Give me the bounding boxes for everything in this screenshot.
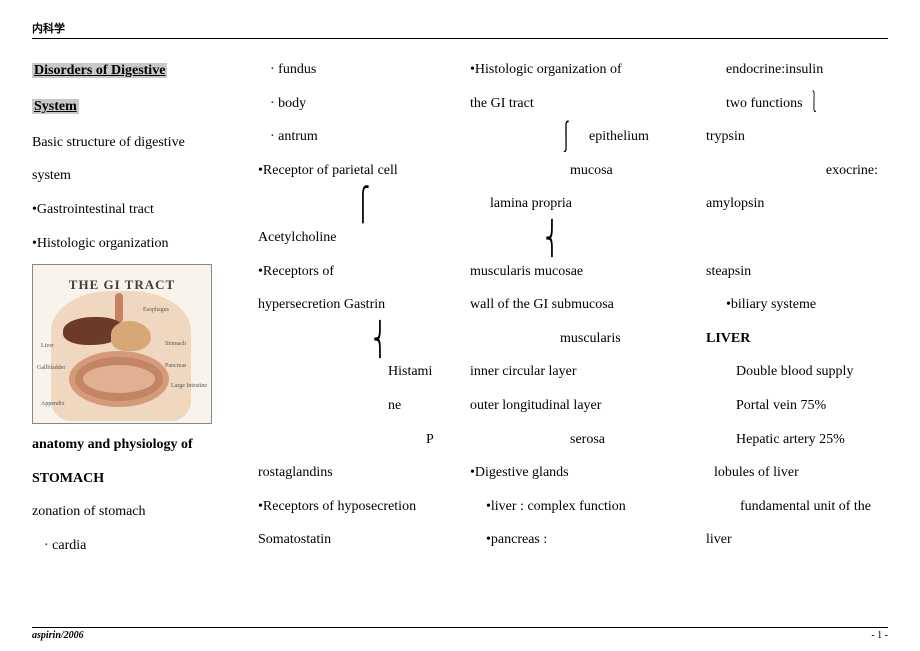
c2-l5: Acetylcholine bbox=[258, 221, 468, 255]
c3-l13: •liver : complex function bbox=[470, 490, 704, 524]
c2-l2: · body bbox=[258, 87, 468, 121]
c2-l4: •Receptor of parietal cell bbox=[258, 154, 468, 188]
footer-page: - 1 - bbox=[871, 630, 888, 641]
c2-l8c: P bbox=[258, 423, 468, 457]
c3-l2: the GI tract bbox=[470, 87, 704, 121]
c2-l7: hypersecretion Gastrin bbox=[258, 288, 468, 322]
header-label: 内科学 bbox=[32, 20, 888, 36]
c4-l13: fundamental unit of the bbox=[706, 490, 888, 524]
c2-l11: Somatostatin bbox=[258, 523, 468, 557]
c1-l2: system bbox=[32, 159, 256, 193]
title-line2: System bbox=[32, 99, 79, 114]
c1-l5: anatomy and physiology of bbox=[32, 428, 256, 462]
footer-author: aspirin/2006 bbox=[32, 630, 84, 641]
c2-brace2: ⎨ bbox=[258, 322, 468, 356]
c2-l9: rostaglandins bbox=[258, 456, 468, 490]
column-3: •Histologic organization of the GI tract… bbox=[470, 53, 704, 563]
c4-l7: •biliary systeme bbox=[706, 288, 888, 322]
figure-label: Liver bbox=[41, 339, 54, 353]
c2-l6: •Receptors of bbox=[258, 255, 468, 289]
c4-l3: trypsin bbox=[706, 120, 888, 154]
c3-l12: •Digestive glands bbox=[470, 456, 704, 490]
c1-l1: Basic structure of digestive bbox=[32, 126, 256, 160]
c3-l6: muscularis mucosae bbox=[470, 255, 704, 289]
figure-label: Gallbladder bbox=[37, 361, 65, 375]
column-4: endocrine:insulin two functions⎱ trypsin… bbox=[706, 53, 888, 563]
figure-label: Stomach bbox=[165, 337, 186, 351]
c1-l7: zonation of stomach bbox=[32, 495, 256, 529]
c1-l6: STOMACH bbox=[32, 462, 256, 496]
c3-brace1: ⎨ bbox=[470, 221, 704, 255]
c4-l4: exocrine: bbox=[706, 154, 888, 188]
c4-l12: lobules of liver bbox=[706, 456, 888, 490]
c3-l4: mucosa bbox=[470, 154, 704, 188]
c4-l1: endocrine:insulin bbox=[706, 53, 888, 87]
c4-l14: liver bbox=[706, 523, 888, 557]
c3-l9: inner circular layer bbox=[470, 355, 704, 389]
figure-esophagus bbox=[115, 293, 123, 323]
page-footer: aspirin/2006 - 1 - bbox=[32, 627, 888, 641]
c3-l7: wall of the GI submucosa bbox=[470, 288, 704, 322]
c3-l1: •Histologic organization of bbox=[470, 53, 704, 87]
figure-stomach bbox=[111, 321, 151, 351]
column-1: Disorders of Digestive System Basic stru… bbox=[32, 53, 256, 563]
figure-intestine bbox=[69, 351, 169, 407]
c2-brace1: ⎧ bbox=[258, 187, 468, 221]
c4-spacer bbox=[706, 221, 888, 255]
c1-l3: •Gastrointestinal tract bbox=[32, 193, 256, 227]
c3-l10: outer longitudinal layer bbox=[470, 389, 704, 423]
header-rule bbox=[32, 38, 888, 39]
column-2: · fundus · body · antrum •Receptor of pa… bbox=[258, 53, 468, 563]
c3-l5: lamina propria bbox=[470, 187, 704, 221]
figure-label: Appendix bbox=[41, 397, 65, 411]
c1-l8: · cardia bbox=[32, 529, 256, 563]
c4-l10: Portal vein 75% bbox=[706, 389, 888, 423]
c4-l5: amylopsin bbox=[706, 187, 888, 221]
c4-l2: two functions⎱ bbox=[706, 87, 888, 121]
c3-l3: ⎰ epithelium bbox=[470, 120, 704, 154]
figure-label: Esophagus bbox=[143, 303, 169, 317]
gi-tract-figure: THE GI TRACT Esophagus Stomach Pancreas … bbox=[32, 264, 212, 424]
figure-label: Pancreas bbox=[165, 359, 186, 373]
c2-l3: · antrum bbox=[258, 120, 468, 154]
c2-l8b: ne bbox=[258, 389, 468, 423]
title-line1: Disorders of Digestive bbox=[32, 63, 167, 78]
c4-l9: Double blood supply bbox=[706, 355, 888, 389]
c3-l11: serosa bbox=[470, 423, 704, 457]
figure-label: Large Intestine bbox=[171, 379, 207, 393]
c2-l1: · fundus bbox=[258, 53, 468, 87]
c3-l8: muscularis bbox=[470, 322, 704, 356]
c4-l6: steapsin bbox=[706, 255, 888, 289]
c4-l11: Hepatic artery 25% bbox=[706, 423, 888, 457]
content-columns: Disorders of Digestive System Basic stru… bbox=[32, 53, 888, 563]
c4-l8: LIVER bbox=[706, 322, 888, 356]
c3-l14: •pancreas : bbox=[470, 523, 704, 557]
c1-l4: •Histologic organization bbox=[32, 227, 256, 261]
doc-title: Disorders of Digestive System bbox=[32, 53, 256, 126]
c2-l10: •Receptors of hyposecretion bbox=[258, 490, 468, 524]
c2-l8a: Histami bbox=[258, 355, 468, 389]
